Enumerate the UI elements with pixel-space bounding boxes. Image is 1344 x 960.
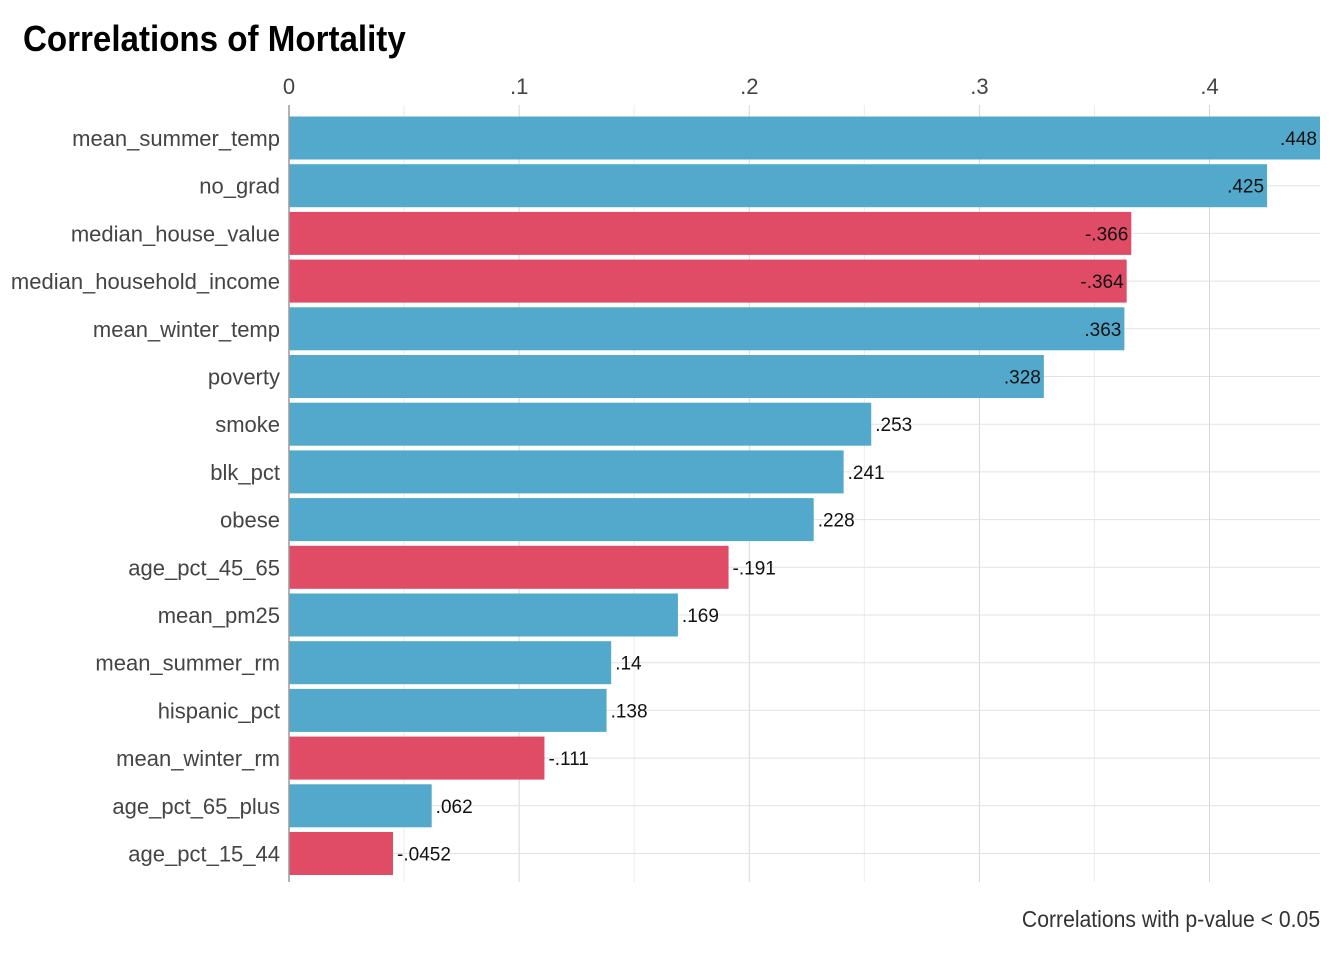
bar <box>289 736 545 780</box>
data-label: -.364 <box>1080 272 1124 293</box>
category-label: poverty <box>208 365 280 390</box>
data-label: -.191 <box>733 558 776 579</box>
category-label: obese <box>220 508 280 533</box>
category-label: age_pct_45_65 <box>128 555 280 580</box>
data-label: .062 <box>436 797 473 818</box>
data-label: .363 <box>1084 320 1121 341</box>
x-tick-label: 0 <box>283 74 295 99</box>
category-label: median_house_value <box>71 221 280 246</box>
category-label: age_pct_15_44 <box>128 842 280 867</box>
chart-title: Correlations of Mortality <box>23 18 406 59</box>
data-label: -.366 <box>1085 224 1128 245</box>
data-label: .253 <box>875 415 912 436</box>
bar <box>289 164 1268 208</box>
data-label: .228 <box>818 511 855 532</box>
bar <box>289 211 1132 255</box>
category-label: blk_pct <box>210 460 280 485</box>
category-label: smoke <box>215 412 280 437</box>
category-label: mean_summer_temp <box>72 126 280 151</box>
bar <box>289 593 678 637</box>
bar <box>289 307 1125 351</box>
data-label: .425 <box>1227 177 1264 198</box>
category-label: hispanic_pct <box>158 698 280 723</box>
bar <box>289 498 814 542</box>
data-label: .328 <box>1004 368 1041 389</box>
x-tick-label: .3 <box>970 74 988 99</box>
bar <box>289 116 1320 160</box>
x-tick-label: .4 <box>1200 74 1218 99</box>
category-label: no_grad <box>199 174 280 199</box>
data-label: .14 <box>615 654 642 675</box>
bar <box>289 402 872 446</box>
data-label: -.0452 <box>397 845 451 866</box>
data-label: .241 <box>848 463 885 484</box>
bar <box>289 545 729 589</box>
x-tick-label: .1 <box>510 74 528 99</box>
x-tick-label: .2 <box>740 74 758 99</box>
bar <box>289 259 1127 303</box>
chart-caption: Correlations with p-value < 0.05 <box>1021 906 1320 932</box>
category-label: mean_winter_rm <box>116 746 280 771</box>
bar <box>289 832 394 875</box>
category-label: age_pct_65_plus <box>112 794 280 819</box>
bar <box>289 355 1044 398</box>
bars <box>289 116 1320 875</box>
category-label: mean_winter_temp <box>93 317 280 342</box>
labels: mean_summer_temp .448 no_grad .425 median_ho… <box>11 126 1317 867</box>
bar <box>289 450 844 494</box>
category-label: median_household_income <box>11 269 280 294</box>
category-label: mean_summer_rm <box>95 651 280 676</box>
data-label: .448 <box>1280 129 1317 150</box>
bar <box>289 688 607 732</box>
data-label: .138 <box>611 701 648 722</box>
bar <box>289 641 612 685</box>
data-label: .169 <box>682 606 719 627</box>
category-label: mean_pm25 <box>158 603 280 628</box>
axis: 0 .1 .2 .3 .4 <box>283 74 1219 882</box>
data-label: -.111 <box>548 749 589 770</box>
bar <box>289 784 432 828</box>
